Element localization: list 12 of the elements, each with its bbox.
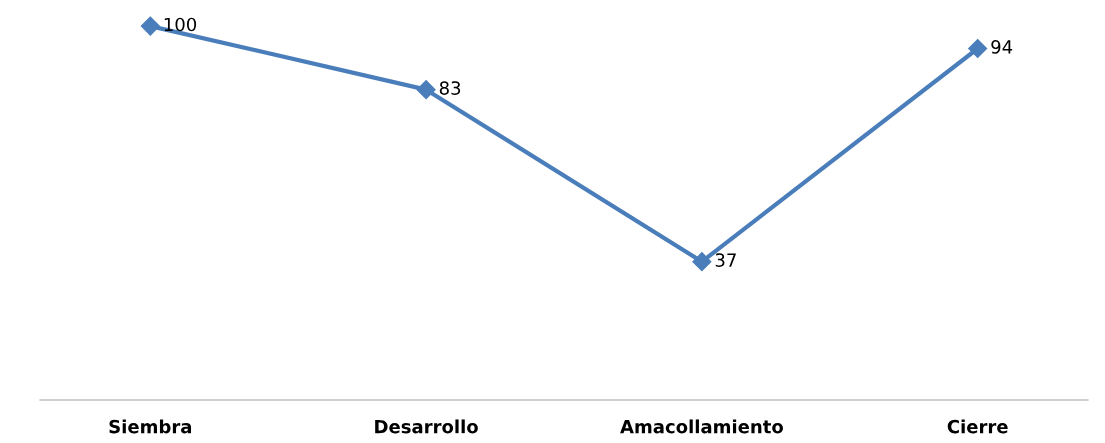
point xyxy=(968,38,988,59)
x-tick-label: Cierre xyxy=(947,419,1008,434)
data-label: 37 xyxy=(715,253,736,267)
data-label: 100 xyxy=(164,17,197,32)
point xyxy=(140,16,160,36)
x-tick-label: Desarrollo xyxy=(375,419,478,434)
data-label: 94 xyxy=(991,40,1013,54)
x-tick-label: Amacollamiento xyxy=(620,419,784,434)
data-label: 83 xyxy=(439,81,461,95)
x-tick-label: Siembra xyxy=(109,419,192,434)
point xyxy=(416,80,436,100)
point xyxy=(692,252,712,272)
